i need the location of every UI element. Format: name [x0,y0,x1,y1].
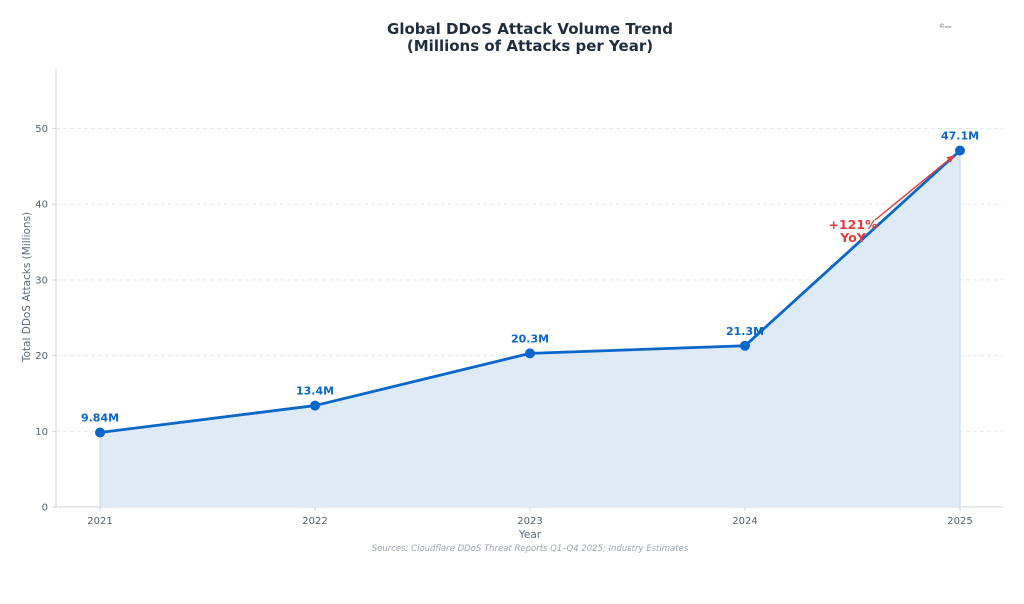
x-tick-label: 2021 [87,516,112,527]
corner-mark: ©ₙₜₑ [939,23,952,30]
yoy-annotation: +121% YoY [828,154,955,245]
data-point-2021 [95,427,105,438]
data-labels: 9.84M 13.4M 20.3M 21.3M 47.1M [81,130,979,425]
annotation-line1: +121% [828,217,878,232]
area-edges [99,150,961,507]
x-tick-label: 2024 [732,516,757,527]
annotation-arrowhead [946,155,954,163]
data-label-2025: 47.1M [941,130,979,143]
y-tick-label: 0 [42,503,48,514]
data-points [95,145,965,438]
x-axis-label: Year [518,529,542,541]
y-tick-label: 10 [35,427,48,438]
data-point-2025 [955,145,965,156]
y-tick-label: 40 [35,200,48,211]
annotation-arrow [874,154,955,221]
area-fill [100,150,960,508]
x-tick-label: 2022 [302,516,327,527]
y-tick-label: 30 [35,275,48,286]
data-point-2024 [740,340,750,351]
chart-title-line1: Global DDoS Attack Volume Trend [387,20,673,38]
data-point-2023 [525,348,535,359]
data-label-2023: 20.3M [511,332,549,345]
data-label-2024: 21.3M [726,325,764,338]
annotation-line2: YoY [839,230,866,245]
data-label-2022: 13.4M [296,385,334,398]
y-tick-label: 20 [35,351,48,362]
source-note: Sources: Cloudflare DDoS Threat Reports … [372,544,689,554]
x-ticks: 2021 2022 2023 2024 2025 [87,507,973,527]
data-point-2022 [310,400,320,411]
y-ticks: 0 10 20 30 40 50 [35,124,56,514]
x-tick-label: 2025 [947,516,972,527]
data-label-2021: 9.84M [81,412,119,425]
chart-title-line2: (Millions of Attacks per Year) [407,37,653,55]
y-axis-label: Total DDoS Attacks (Millions) [21,212,33,363]
y-tick-label: 50 [35,124,48,135]
x-tick-label: 2023 [517,516,542,527]
